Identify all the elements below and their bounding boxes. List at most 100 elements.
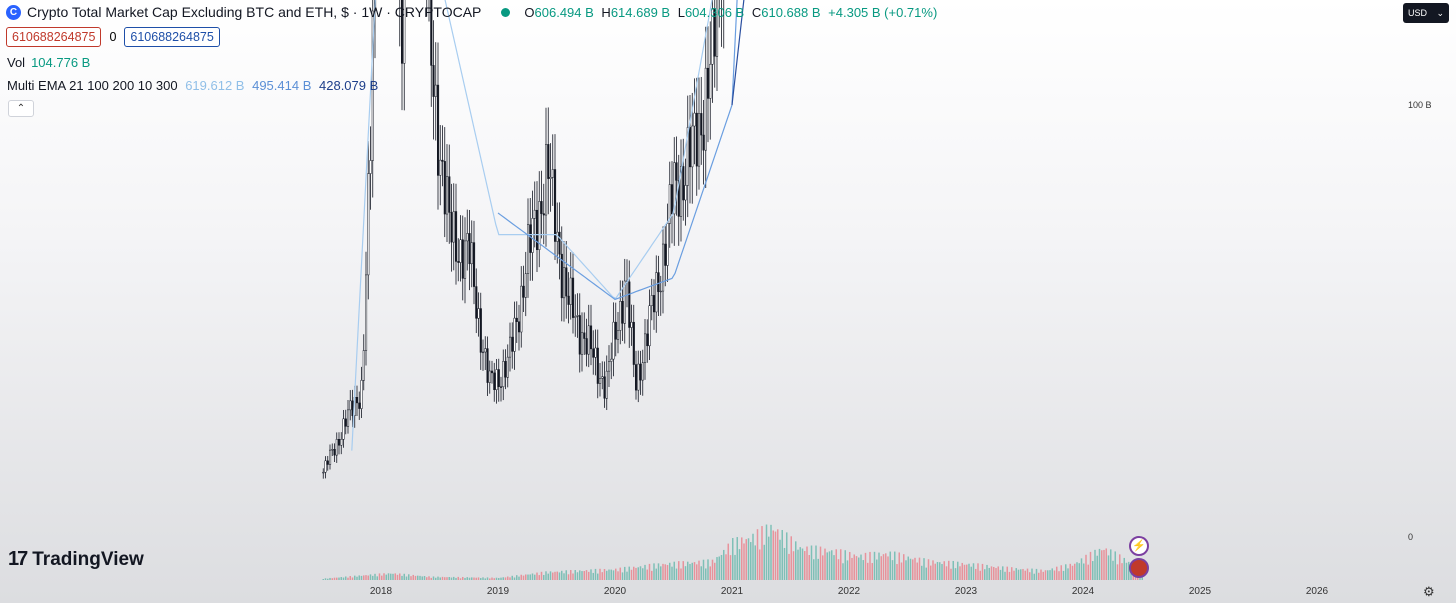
volume-bar <box>934 563 936 580</box>
y-tick-label: 100 B <box>1408 100 1432 110</box>
volume-bar <box>619 567 621 580</box>
volume-bar <box>756 529 759 580</box>
volume-bar <box>610 569 612 580</box>
volume-bar <box>750 542 752 580</box>
volume-bar <box>444 577 446 580</box>
volume-bar <box>367 575 369 580</box>
volume-bar <box>826 552 828 580</box>
candle-body <box>630 321 633 328</box>
candle-body <box>641 362 644 381</box>
volume-bar <box>846 560 849 580</box>
collapse-legend-button[interactable]: ⌃ <box>8 100 34 117</box>
candle-body <box>677 180 680 217</box>
ohlc-high-key: H <box>601 4 611 20</box>
volume-bar <box>732 538 734 580</box>
volume-bar <box>1121 563 1123 580</box>
volume-bar <box>880 556 882 580</box>
volume-bar <box>779 539 781 580</box>
symbol-title[interactable]: Crypto Total Market Cap Excluding BTC an… <box>27 4 482 20</box>
volume-bar <box>428 576 430 580</box>
volume-bar <box>358 575 360 580</box>
volume-bar <box>603 568 606 580</box>
volume-bar <box>432 576 435 580</box>
volume-bar <box>426 577 428 580</box>
volume-bar <box>360 575 363 580</box>
sell-price-box[interactable]: 610688264875 <box>6 27 102 47</box>
volume-bar <box>889 551 891 580</box>
candle-body <box>605 370 608 399</box>
volume-bar <box>804 551 806 580</box>
volume-bar <box>871 563 873 580</box>
currency-selector[interactable]: USD ⌄ <box>1403 3 1449 23</box>
event-lightning-icon[interactable]: ⚡ <box>1129 536 1149 556</box>
candle-body <box>608 361 611 372</box>
volume-bar <box>691 562 693 580</box>
ema-label: Multi EMA 21 100 200 10 300 <box>7 78 178 93</box>
volume-bar <box>597 573 599 580</box>
volume-bar <box>666 565 669 580</box>
candle-body <box>583 332 586 339</box>
event-flag-icon[interactable] <box>1129 558 1149 578</box>
candle-body <box>468 233 471 265</box>
candle-body <box>459 239 462 263</box>
volume-bar <box>714 562 716 580</box>
volume-bar <box>808 554 810 580</box>
volume-bar <box>768 536 770 580</box>
volume-bar <box>781 529 783 580</box>
x-tick-label: 2020 <box>604 586 627 597</box>
volume-bar <box>858 557 860 580</box>
volume-bar <box>759 549 761 580</box>
candle-body <box>333 449 336 456</box>
candle-body <box>563 267 566 299</box>
volume-bar <box>702 559 705 580</box>
volume-bar <box>689 563 691 580</box>
volume-bar <box>403 573 405 580</box>
candle-body <box>342 418 345 440</box>
volume-bar <box>594 568 597 580</box>
volume-bar <box>763 544 765 580</box>
candle-body <box>581 332 584 355</box>
volume-bar <box>401 575 403 580</box>
ema-legend[interactable]: Multi EMA 21 100 200 10 300 619.612 B 49… <box>7 78 378 93</box>
candle-body <box>542 213 545 216</box>
volume-bar <box>419 575 421 580</box>
candle-body <box>621 301 624 324</box>
candle-body <box>513 317 516 352</box>
volume-bar <box>540 571 543 580</box>
volume-bar <box>806 546 808 580</box>
brand-name: TradingView <box>32 548 144 570</box>
ohlc-close: 610.688 B <box>761 4 821 20</box>
volume-bar <box>543 574 545 580</box>
volume-legend[interactable]: Vol 104.776 B <box>7 55 90 70</box>
candle-body <box>682 166 685 201</box>
candle-body <box>335 439 338 456</box>
candle-body <box>596 347 599 384</box>
candle-body <box>329 449 332 465</box>
buy-price-box[interactable]: 610688264875 <box>124 27 220 47</box>
candle-body <box>545 144 548 216</box>
chevron-up-icon: ⌃ <box>16 103 26 114</box>
volume-bar <box>1038 572 1040 580</box>
volume-bar <box>448 577 450 580</box>
volume-bar <box>534 574 536 580</box>
candle-body <box>590 325 593 350</box>
volume-bar <box>556 571 558 580</box>
volume-bar <box>549 571 552 580</box>
volume-bar <box>743 543 745 580</box>
volume-bar <box>628 566 630 580</box>
gear-icon[interactable]: ⚙ <box>1423 584 1435 599</box>
volume-bar <box>657 563 660 580</box>
tradingview-logo: 17 TradingView <box>8 548 144 571</box>
volume-bar <box>491 577 493 580</box>
volume-bar <box>984 569 986 580</box>
candle-body <box>653 295 656 313</box>
volume-bar <box>945 566 948 580</box>
volume-bar <box>1087 564 1089 580</box>
ohlc-change: +4.305 B (+0.71%) <box>828 4 938 20</box>
volume-bar <box>696 564 698 580</box>
candle-body <box>358 402 361 409</box>
volume-bar <box>853 554 855 580</box>
volume-bar <box>660 566 662 580</box>
volume-label: Vol <box>7 55 26 70</box>
